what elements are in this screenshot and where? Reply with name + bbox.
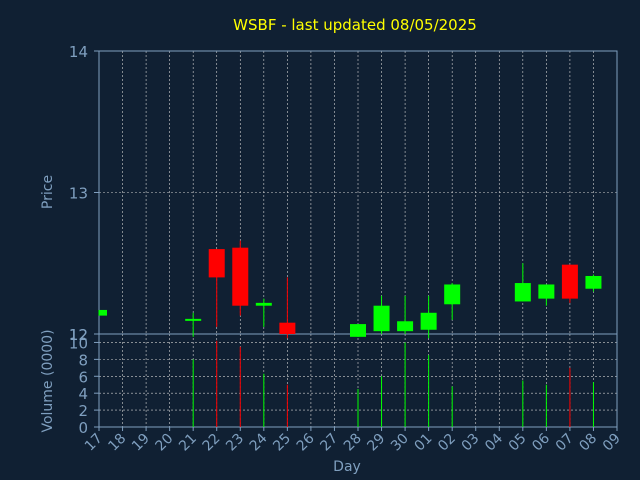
candle-29 [373, 295, 390, 334]
volume-y-tick-label: 2 [78, 402, 88, 420]
x-tick-label: 23 [223, 431, 247, 455]
x-tick-label: 01 [412, 431, 436, 455]
candle-01 [420, 295, 437, 339]
volume-bars [192, 340, 594, 427]
candle-body [279, 322, 296, 334]
price-y-tick-label: 12 [69, 326, 88, 344]
x-tick-label: 21 [176, 431, 200, 455]
candle-body [99, 309, 107, 316]
x-tick-label: 30 [388, 431, 412, 455]
candle-23 [232, 240, 249, 316]
x-tick-label: 18 [105, 431, 129, 455]
candle-body [255, 302, 272, 306]
x-tick-label: 08 [576, 431, 600, 455]
candle-body [514, 283, 531, 302]
candle-02 [444, 283, 461, 320]
price-y-tick-label: 14 [69, 43, 88, 61]
price-grid [99, 51, 617, 334]
candle-06 [538, 284, 555, 306]
x-tick-label: 25 [270, 431, 294, 455]
x-tick-label: 29 [364, 431, 388, 455]
x-tick-label: 07 [553, 431, 577, 455]
x-tick-label: 22 [200, 431, 224, 455]
candle-body [350, 324, 366, 337]
x-axis-label: Day [333, 459, 361, 475]
candle-body [538, 284, 555, 299]
volume-y-tick-label: 10 [69, 334, 88, 352]
candle-07 [561, 264, 578, 303]
candle-body [373, 305, 390, 332]
volume-axis-label: Volume (0000) [40, 329, 56, 432]
price-y-tick-label: 13 [69, 185, 88, 203]
x-tick-label: 28 [341, 431, 365, 455]
candle-22 [208, 249, 225, 327]
volume-y-tick-label: 4 [78, 385, 88, 403]
candle-25 [279, 277, 296, 339]
candle-body [585, 275, 602, 289]
candle-body [232, 247, 249, 306]
candle-body [444, 284, 461, 305]
x-tick-label: 03 [459, 431, 483, 455]
candle-body [420, 312, 437, 330]
x-tick-label: 19 [129, 431, 153, 455]
candle-21 [185, 312, 202, 337]
x-tick-label: 20 [153, 431, 177, 455]
candle-17 [98, 309, 107, 316]
x-tick-label: 09 [600, 431, 624, 455]
volume-y-tick-label: 6 [78, 368, 88, 386]
candle-24 [255, 298, 272, 327]
x-tick-label: 06 [529, 430, 553, 454]
volume-y-tick-label: 8 [78, 351, 88, 369]
volume-y-tick-label: 0 [78, 419, 88, 437]
x-tick-label: 04 [482, 430, 506, 454]
candle-28 [350, 324, 366, 337]
candle-body [208, 249, 225, 278]
price-axis-label: Price [40, 175, 56, 209]
x-tick-label: 02 [435, 431, 459, 455]
candle-body [397, 321, 414, 332]
candle-30 [397, 295, 414, 334]
x-tick-label: 27 [317, 431, 341, 455]
candle-body [561, 264, 578, 299]
candle-05 [514, 263, 531, 302]
candles [98, 240, 602, 339]
x-tick-label: 24 [247, 430, 271, 454]
chart-title: WSBF - last updated 08/05/2025 [233, 16, 477, 34]
x-tick-label: 26 [294, 430, 318, 454]
price-y-ticks: 12 13 14 [69, 43, 99, 344]
x-ticks: 17 18 19 20 21 22 23 24 25 26 27 28 29 30 01 02 03 04 05 06… [82, 427, 624, 454]
candle-08 [585, 274, 602, 292]
volume-y-tick-label: 12 [69, 326, 88, 344]
x-tick-label: 05 [506, 431, 530, 455]
